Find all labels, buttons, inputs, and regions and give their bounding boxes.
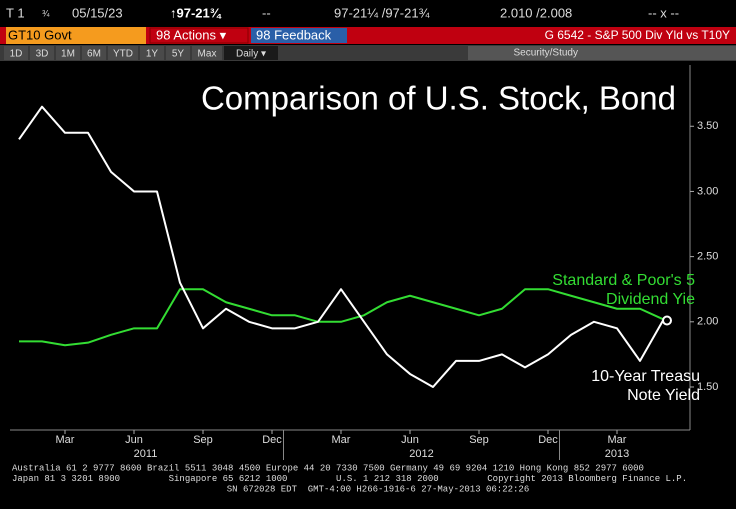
- study-bar: [468, 46, 736, 60]
- chart-title: Comparison of U.S. Stock, Bond: [201, 80, 676, 117]
- quote-field: T 1: [6, 5, 25, 20]
- range-label[interactable]: 6M: [87, 49, 101, 60]
- range-button[interactable]: [56, 46, 80, 60]
- range-button[interactable]: [192, 46, 222, 60]
- feedback[interactable]: 98 Feedback: [256, 27, 332, 42]
- range-label[interactable]: 1Y: [146, 49, 159, 60]
- range-button[interactable]: [82, 46, 106, 60]
- series-line: [18, 105, 664, 388]
- quote-field: 05/15/23: [72, 5, 123, 20]
- range-label[interactable]: 1D: [10, 49, 23, 60]
- range-label[interactable]: Max: [198, 49, 217, 60]
- annotation: 10-Year Treasu: [591, 368, 700, 385]
- year-label: 2012: [409, 448, 433, 460]
- x-tick-label: Jun: [401, 434, 419, 446]
- y-tick-label: 3.00: [697, 185, 718, 197]
- x-tick-label: Mar: [56, 434, 75, 446]
- footer-line: Australia 61 2 9777 8600 Brazil 5511 304…: [12, 463, 644, 473]
- x-tick-label: Sep: [469, 434, 489, 446]
- actions-button[interactable]: [149, 27, 249, 44]
- footer-line: Japan 81 3 3201 8900 Singapore 65 6212 1…: [12, 474, 687, 484]
- year-label: 2013: [605, 448, 629, 460]
- plot-area: [0, 62, 736, 460]
- plot: 1.50 2.00 2.50 3.00 3.50 Mar Jun Sep Dec Mar Jun Se…: [10, 65, 718, 460]
- annotation: Dividend Yie: [606, 291, 695, 308]
- annotation: Standard & Poor's 5: [552, 272, 695, 289]
- range-button[interactable]: [4, 46, 28, 60]
- quote-field: ¾: [42, 8, 50, 18]
- y-tick-label: 3.50: [697, 120, 718, 132]
- quote-field: -- x --: [648, 5, 679, 20]
- range-label[interactable]: YTD: [113, 49, 133, 60]
- function-name: G 6542 - S&P 500 Div Yld vs T10Y: [545, 28, 730, 42]
- annotation: Note Yield: [627, 387, 700, 404]
- y-tick-label: 1.50: [697, 381, 718, 393]
- last-point: [662, 315, 672, 326]
- range-button[interactable]: [30, 46, 54, 60]
- study-label[interactable]: Security/Study: [514, 48, 578, 59]
- x-tick-label: Dec: [538, 434, 558, 446]
- x-tick-label: Dec: [262, 434, 282, 446]
- series-line: [19, 288, 664, 347]
- range-label[interactable]: 1M: [61, 49, 75, 60]
- x-tick-label: Sep: [193, 434, 213, 446]
- footer-line: SN 672028 EDT GMT-4:00 H266-1916-6 27-Ma…: [227, 484, 529, 494]
- ticker: GT10 Govt: [8, 27, 72, 42]
- range-label[interactable]: Daily ▾: [236, 49, 266, 60]
- range-label[interactable]: 5Y: [172, 49, 185, 60]
- range-button[interactable]: [166, 46, 190, 60]
- actions[interactable]: 98 Actions ▾: [156, 27, 227, 42]
- x-tick-label: Mar: [332, 434, 351, 446]
- range-button[interactable]: [108, 46, 138, 60]
- quote-field: 97-21¼ /97-21¾: [334, 5, 430, 20]
- header: T 1 ¾ 05/15/23 ↑97-21¾ -- 97-21¼ /97-21¾ 2.010…: [4, 5, 679, 60]
- x-tick-label: Mar: [608, 434, 627, 446]
- range-label[interactable]: 3D: [36, 49, 49, 60]
- year-label: 2011: [134, 448, 158, 460]
- quote-field: 2.010 /2.008: [500, 5, 572, 20]
- ticker-box: [6, 27, 146, 44]
- quote-field: --: [262, 5, 271, 20]
- range-button[interactable]: [140, 46, 164, 60]
- feedback-button[interactable]: [251, 28, 347, 43]
- footer: Australia 61 2 9777 8600 Brazil 5511 304…: [12, 463, 687, 494]
- y-tick-label: 2.00: [697, 316, 718, 328]
- quote-field: ↑97-21¾: [170, 5, 222, 20]
- range-button[interactable]: [224, 46, 278, 60]
- y-tick-label: 2.50: [697, 251, 718, 263]
- x-tick-label: Jun: [125, 434, 143, 446]
